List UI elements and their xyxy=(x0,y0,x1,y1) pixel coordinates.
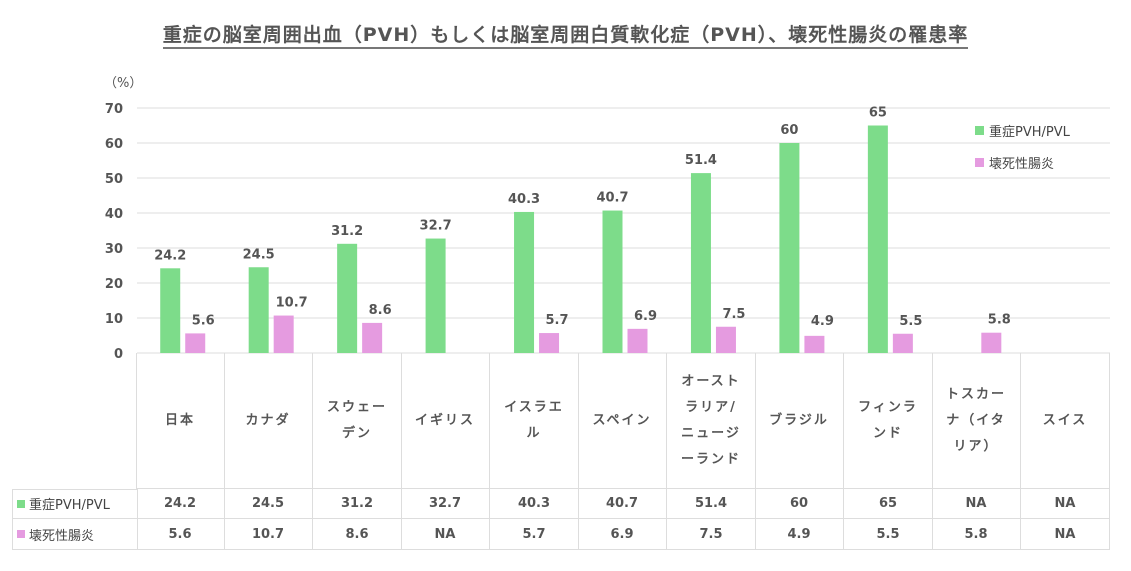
table-value: 5.7 xyxy=(490,519,579,550)
table-value: 10.7 xyxy=(224,519,313,550)
bar-nec xyxy=(715,326,736,353)
category-label: スウェーデン xyxy=(313,353,402,489)
bar-pvh-pvl xyxy=(160,268,181,353)
table-value: 32.7 xyxy=(401,489,490,519)
bar-nec xyxy=(362,322,383,353)
legend-item: 壊死性腸炎 xyxy=(975,153,1054,172)
y-tick-label: 30 xyxy=(105,242,123,257)
bar-nec xyxy=(627,328,648,353)
category-label: フィンランド xyxy=(844,353,933,489)
bar-pvh-pvl xyxy=(867,125,888,353)
table-row-header: 壊死性腸炎 xyxy=(12,519,138,550)
legend-swatch xyxy=(17,499,25,508)
y-axis-label: （%） xyxy=(104,76,142,91)
category-label: オーストラリア/ニュージーランド xyxy=(667,353,756,489)
category-label: カナダ xyxy=(224,353,313,489)
bar-nec xyxy=(539,333,560,353)
data-label: 65 xyxy=(869,106,887,121)
data-label: 5.6 xyxy=(192,313,215,328)
y-tick-label: 70 xyxy=(105,102,123,117)
category-label: ブラジル xyxy=(755,353,844,489)
table-left-border xyxy=(136,353,137,489)
table-top-border xyxy=(12,489,138,490)
bar-pvh-pvl xyxy=(425,238,446,353)
data-label: 60 xyxy=(780,123,798,138)
data-label: 7.5 xyxy=(722,307,745,322)
table-row-header: 重症PVH/PVL xyxy=(12,489,138,519)
table-value: 24.2 xyxy=(136,489,225,519)
data-label: 31.2 xyxy=(331,224,363,239)
bar-nec xyxy=(892,333,913,353)
table-value: 51.4 xyxy=(667,489,756,519)
category-label: スペイン xyxy=(578,353,667,489)
bar-nec xyxy=(185,333,206,353)
table-value: 65 xyxy=(844,489,933,519)
bar-pvh-pvl xyxy=(779,143,800,353)
table-value: NA xyxy=(1021,519,1110,550)
data-label: 5.8 xyxy=(988,313,1011,328)
bar-nec xyxy=(273,315,294,353)
table-value: NA xyxy=(1021,489,1110,519)
y-tick-label: 60 xyxy=(105,137,123,152)
y-tick-label: 40 xyxy=(105,207,123,222)
table-value: NA xyxy=(401,519,490,550)
bar-pvh-pvl xyxy=(248,267,269,353)
table-value: 7.5 xyxy=(667,519,756,550)
data-label: 40.7 xyxy=(596,191,628,206)
bar-nec xyxy=(804,335,825,353)
chart-title: 重症の脳室周囲出血（PVH）もしくは脳室周囲白質軟化症（PVH）、壊死性腸炎の罹… xyxy=(0,20,1131,49)
series-name: 壊死性腸炎 xyxy=(29,528,95,544)
bar-pvh-pvl xyxy=(514,211,535,353)
data-label: 40.3 xyxy=(508,192,540,207)
bar-pvh-pvl xyxy=(337,243,358,353)
category-label: イスラエル xyxy=(490,353,579,489)
table-value: 40.3 xyxy=(490,489,579,519)
data-label: 4.9 xyxy=(811,314,834,329)
table-value: 6.9 xyxy=(578,519,667,550)
bar-pvh-pvl xyxy=(690,173,711,353)
table-value: 31.2 xyxy=(313,489,402,519)
data-label: 24.5 xyxy=(243,247,275,262)
legend-swatch xyxy=(975,126,984,135)
bar-nec xyxy=(981,332,1002,353)
data-label: 8.6 xyxy=(369,303,392,318)
table-value: 24.5 xyxy=(224,489,313,519)
series-name: 重症PVH/PVL xyxy=(29,498,110,513)
data-label: 5.7 xyxy=(546,313,569,328)
table-value: NA xyxy=(932,489,1021,519)
category-label: トスカーナ（イタリア） xyxy=(932,353,1021,489)
table-value: 4.9 xyxy=(755,519,844,550)
category-label: イギリス xyxy=(401,353,490,489)
y-tick-label: 10 xyxy=(105,312,123,327)
data-label: 24.2 xyxy=(154,248,186,263)
category-label: 日本 xyxy=(136,353,225,489)
data-label: 32.7 xyxy=(420,219,452,234)
category-label: スイス xyxy=(1021,353,1110,489)
bar-pvh-pvl xyxy=(602,210,623,353)
table-value: 5.5 xyxy=(844,519,933,550)
chart-title-text: 重症の脳室周囲出血（PVH）もしくは脳室周囲白質軟化症（PVH）、壊死性腸炎の罹… xyxy=(162,24,969,49)
legend-item: 重症PVH/PVL xyxy=(975,121,1070,140)
y-tick-label: 0 xyxy=(114,347,123,362)
table-value: 5.8 xyxy=(932,519,1021,550)
y-tick-label: 20 xyxy=(105,277,123,292)
legend-label: 重症PVH/PVL xyxy=(989,125,1070,140)
data-label: 5.5 xyxy=(899,314,922,329)
legend-label: 壊死性腸炎 xyxy=(989,157,1055,172)
table-value: 40.7 xyxy=(578,489,667,519)
data-label: 10.7 xyxy=(276,296,308,311)
legend-swatch xyxy=(975,158,984,167)
table-value: 5.6 xyxy=(136,519,225,550)
table-value: 8.6 xyxy=(313,519,402,550)
data-label: 6.9 xyxy=(634,309,657,324)
y-tick-label: 50 xyxy=(105,172,123,187)
data-label: 51.4 xyxy=(685,153,717,168)
legend-swatch xyxy=(17,530,25,538)
table-value: 60 xyxy=(755,489,844,519)
